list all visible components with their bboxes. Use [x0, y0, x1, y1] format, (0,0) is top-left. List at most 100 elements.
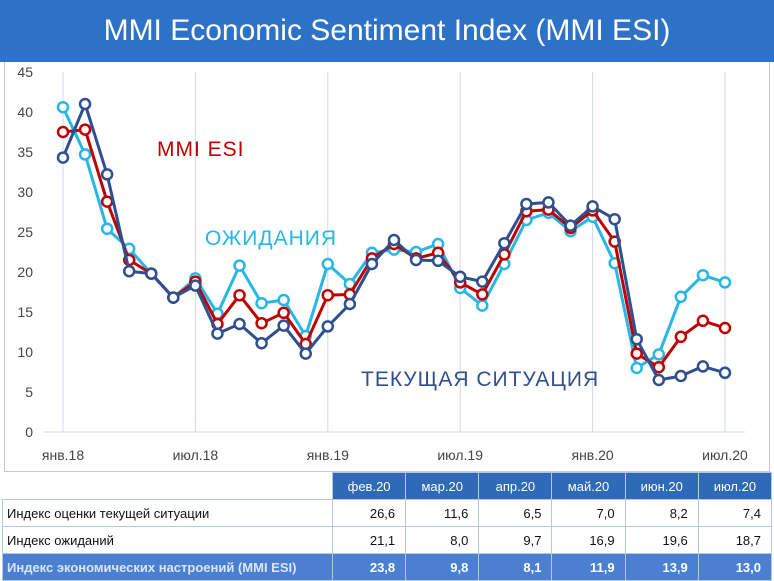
table-row-esi: Индекс экономических настроений (MMI ESI…: [2, 553, 773, 581]
chart-title: MMI Economic Sentiment Index (MMI ESI): [0, 0, 774, 62]
table-header-row: фев.20 мар.20 апр.20 май.20 июн.20 июл.2…: [2, 472, 773, 500]
data-point: [299, 347, 312, 360]
chart-area: 0 5 10 15 20 25 30 35 40 45 янв.18 июл.18 янв.19 июл.…: [4, 62, 770, 472]
data-point: [564, 219, 577, 232]
data-point: [630, 361, 643, 375]
data-point: [343, 297, 357, 311]
line-chart: 0 5 10 15 20 25 30 35 40 45 янв.18 июл.18 янв.19 июл.…: [17, 64, 748, 463]
series-annotation: ТЕКУЩАЯ СИТУАЦИЯ: [361, 368, 599, 391]
data-point: [321, 257, 335, 271]
data-point: [696, 360, 710, 373]
data-point: [652, 373, 666, 387]
table-cell: 8,2: [624, 499, 699, 527]
y-tick-label: 20: [17, 264, 33, 280]
data-point: [498, 236, 511, 250]
data-point: [718, 366, 732, 380]
row-label: Индекс ожиданий: [2, 526, 333, 554]
data-point: [476, 288, 489, 301]
column-header: июн.20: [624, 472, 699, 500]
data-point: [56, 100, 70, 114]
table-cell: 18,7: [697, 526, 773, 554]
data-point: [586, 200, 599, 213]
y-tick-label: 0: [25, 424, 33, 440]
table-cell: 7,4: [697, 499, 773, 527]
data-point: [608, 212, 621, 226]
y-tick-label: 15: [17, 304, 33, 320]
data-point: [56, 151, 70, 164]
data-point: [674, 330, 688, 344]
y-tick-label: 40: [17, 104, 33, 120]
data-point: [652, 348, 666, 361]
table-cell: 6,5: [478, 499, 553, 527]
x-tick-label: янв.20: [571, 447, 613, 463]
data-point: [476, 299, 489, 312]
table-cell: 13,9: [624, 553, 699, 581]
column-header: мар.20: [405, 472, 480, 500]
data-point: [652, 360, 666, 374]
data-point: [630, 347, 643, 360]
column-header: июл.20: [697, 472, 773, 500]
column-header: апр.20: [478, 472, 553, 500]
data-point: [100, 168, 114, 181]
x-tick-label: янв.18: [42, 447, 84, 463]
data-point: [233, 259, 246, 272]
data-point: [78, 123, 92, 136]
table-cell: 13,0: [697, 553, 773, 581]
y-tick-label: 35: [17, 144, 33, 160]
x-tick-label: янв.19: [307, 447, 349, 463]
data-point: [674, 369, 688, 383]
series-annotation: ОЖИДАНИЯ: [205, 227, 337, 250]
data-point: [255, 336, 268, 350]
data-point: [696, 314, 710, 328]
x-tick-label: июл.20: [702, 447, 748, 463]
data-point: [520, 197, 533, 211]
table-cell: 23,8: [331, 553, 407, 581]
data-point: [277, 306, 290, 320]
data-point: [167, 291, 180, 304]
data-point: [696, 268, 710, 282]
x-tick-label: июл.18: [173, 447, 219, 463]
table-cell: 21,1: [331, 526, 407, 554]
data-point: [321, 320, 335, 333]
data-point: [122, 264, 136, 278]
table-cell: 9,8: [405, 553, 480, 581]
table-corner-cell: [2, 472, 333, 500]
data-point: [78, 148, 92, 161]
data-point: [233, 288, 246, 302]
column-header: фев.20: [331, 472, 407, 500]
data-point: [630, 332, 643, 346]
table-cell: 16,9: [551, 526, 626, 554]
data-point: [255, 316, 268, 330]
table-cell: 11,9: [551, 553, 626, 581]
y-tick-label: 30: [17, 184, 33, 200]
y-tick-label: 10: [17, 344, 33, 360]
data-point: [387, 233, 401, 247]
data-point: [145, 267, 158, 280]
y-tick-label: 45: [17, 64, 33, 80]
data-point: [718, 276, 732, 289]
data-point: [211, 327, 224, 340]
table-cell: 7,0: [551, 499, 626, 527]
x-tick-label: июл.19: [437, 447, 483, 463]
data-point: [78, 97, 92, 111]
row-label: Индекс оценки текущей ситуации: [2, 499, 333, 527]
data-point: [718, 321, 732, 335]
y-tick-label: 25: [17, 224, 33, 240]
data-point: [100, 222, 114, 236]
table-cell: 9,7: [478, 526, 553, 554]
data-point: [453, 270, 467, 284]
table-cell: 11,6: [405, 499, 480, 527]
data-table: фев.20 мар.20 апр.20 май.20 июн.20 июл.2…: [2, 472, 773, 581]
data-point: [56, 125, 70, 139]
table-cell: 8,1: [478, 553, 553, 581]
data-point: [674, 290, 688, 304]
data-point: [255, 296, 268, 310]
data-point: [365, 257, 379, 271]
data-point: [431, 254, 445, 268]
series-annotation: MMI ESI: [157, 138, 245, 161]
table-cell: 26,6: [331, 499, 407, 527]
data-point: [233, 317, 246, 331]
data-point: [409, 253, 423, 267]
table-cell: 8,0: [405, 526, 480, 554]
data-point: [100, 195, 114, 208]
